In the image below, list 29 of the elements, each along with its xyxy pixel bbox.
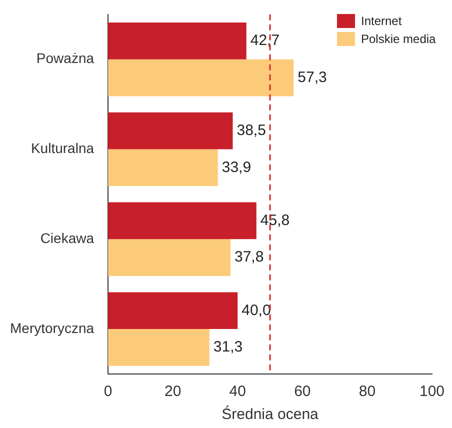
- y-tick-label: Kulturalna: [30, 140, 94, 156]
- data-label: 40,0: [242, 302, 271, 319]
- x-tick-label: 100: [419, 383, 445, 400]
- legend-label: Internet: [361, 13, 402, 30]
- x-tick-label: 20: [164, 383, 182, 400]
- x-axis-title: Średnia ocena: [222, 405, 320, 424]
- x-tick-label: 60: [294, 383, 311, 400]
- y-tick-label: Merytoryczna: [10, 320, 94, 336]
- data-label: 37,8: [234, 248, 264, 266]
- x-tick-label: 0: [104, 383, 112, 400]
- data-label: 31,3: [213, 338, 243, 356]
- bar: [108, 329, 210, 366]
- bar: [108, 22, 246, 60]
- bar: [108, 149, 218, 186]
- bar: [108, 112, 233, 150]
- data-label: 42,7: [250, 32, 280, 50]
- data-label: 57,3: [298, 68, 327, 86]
- data-label: 33,9: [222, 158, 252, 176]
- data-label: 38,5: [236, 122, 266, 139]
- bar: [108, 59, 294, 96]
- x-tick-label: 80: [358, 383, 376, 400]
- bar: [108, 239, 230, 276]
- bar: [108, 202, 256, 240]
- y-tick-label: Poważna: [36, 50, 94, 66]
- data-label: 45,8: [260, 212, 290, 229]
- y-tick-label: Ciekawa: [40, 230, 94, 246]
- legend-label: Polskie media: [361, 31, 436, 48]
- x-tick-label: 40: [229, 383, 246, 400]
- bar: [108, 292, 238, 330]
